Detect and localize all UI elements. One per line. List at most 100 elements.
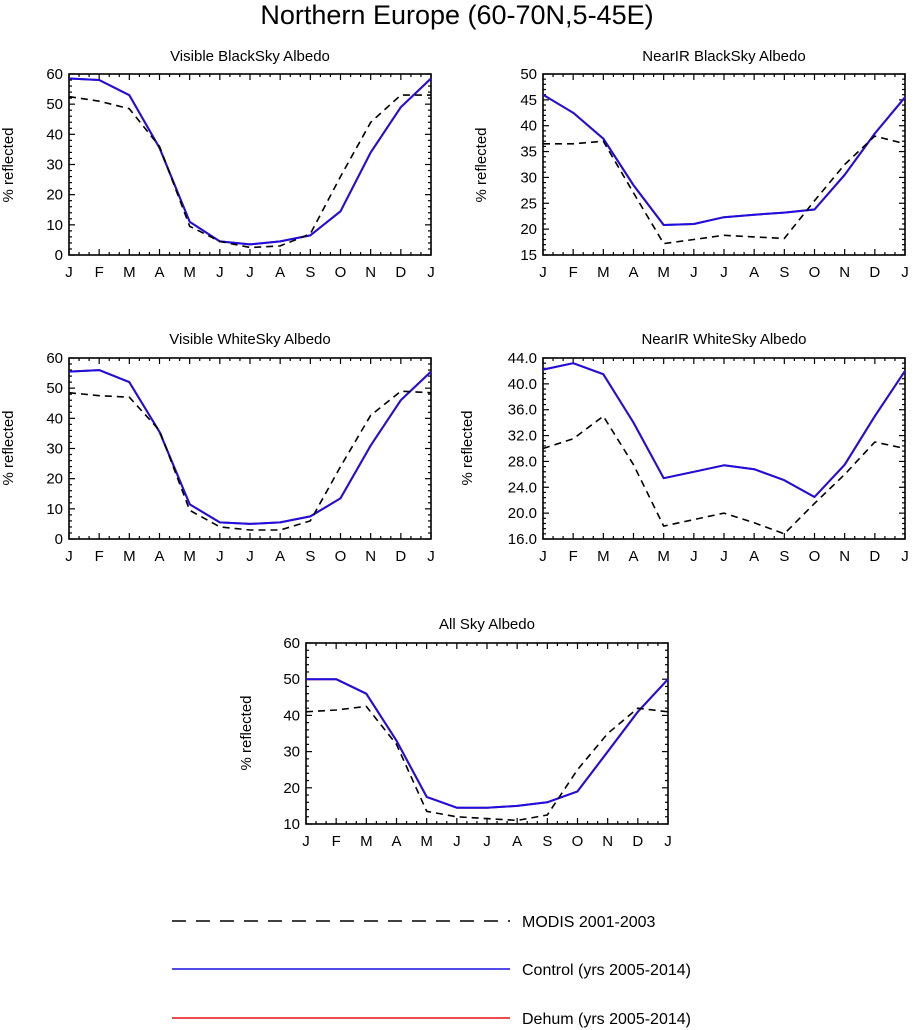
x-tick-label: A — [154, 264, 164, 281]
x-tick-label: J — [302, 833, 310, 850]
x-tick-label: J — [483, 833, 491, 850]
y-tick-label: 20 — [283, 780, 300, 797]
y-axis-label: % reflected — [238, 695, 255, 770]
x-tick-label: O — [335, 264, 347, 281]
x-tick-label: A — [275, 548, 285, 565]
x-tick-label: A — [391, 833, 401, 850]
x-tick-label: N — [365, 264, 376, 281]
x-tick-label: A — [628, 264, 638, 281]
x-tick-label: N — [365, 548, 376, 565]
y-tick-label: 0 — [55, 247, 63, 264]
y-tick-label: 40 — [46, 126, 63, 143]
y-tick-label: 50 — [46, 380, 63, 397]
x-tick-label: J — [539, 548, 547, 565]
series-line-control — [542, 93, 906, 226]
x-tick-label: J — [690, 548, 698, 565]
series-line-control — [306, 678, 669, 809]
y-tick-label: 40 — [283, 707, 300, 724]
y-tick-label: 60 — [46, 350, 63, 367]
x-tick-label: O — [335, 548, 347, 565]
y-axis-label: % reflected — [459, 410, 476, 485]
y-tick-label: 25 — [520, 195, 537, 212]
series-line-dehum — [68, 77, 432, 246]
plot-frame — [542, 357, 906, 540]
x-tick-label: J — [664, 833, 672, 850]
y-tick-label: 60 — [46, 66, 63, 83]
x-tick-label: J — [65, 264, 73, 281]
x-tick-label: F — [95, 264, 104, 281]
x-tick-label: O — [572, 833, 584, 850]
y-tick-label: 45 — [520, 92, 537, 109]
x-tick-label: J — [901, 548, 909, 565]
x-tick-label: J — [901, 264, 909, 281]
x-tick-label: N — [602, 833, 613, 850]
x-tick-label: A — [512, 833, 522, 850]
panel-all-sky: All Sky Albedo % reflected J F M A M J J A S O N D J… — [238, 616, 672, 850]
x-tick-label: M — [360, 833, 373, 850]
x-tick-label: F — [95, 548, 104, 565]
y-tick-label: 50 — [520, 66, 537, 83]
series-line-control — [68, 77, 432, 246]
x-tick-label: J — [427, 264, 435, 281]
series-line-control — [68, 369, 432, 525]
y-tick-label: 20.0 — [508, 505, 537, 522]
x-tick-label: M — [420, 833, 433, 850]
y-tick-label: 50 — [46, 96, 63, 113]
plot-frame — [305, 642, 669, 825]
plot-frame — [68, 73, 432, 256]
y-tick-label: 36.0 — [508, 402, 537, 419]
x-tick-label: S — [779, 264, 789, 281]
legend-item-dehum: Dehum (yrs 2005-2014) — [172, 1011, 691, 1028]
y-tick-label: 40 — [520, 118, 537, 135]
x-tick-label: J — [453, 833, 461, 850]
panel-title: NearIR WhiteSky Albedo — [641, 331, 806, 348]
series-line-modis — [542, 415, 906, 535]
y-tick-label: 50 — [283, 671, 300, 688]
series-line-modis — [543, 135, 906, 245]
y-tick-label: 20 — [520, 221, 537, 238]
panel-title: NearIR BlackSky Albedo — [642, 48, 805, 65]
y-tick-label: 30 — [520, 169, 537, 186]
y-tick-label: 40 — [46, 410, 63, 427]
y-axis-label: % reflected — [0, 127, 17, 202]
y-tick-label: 0 — [55, 531, 63, 548]
x-tick-label: M — [657, 264, 670, 281]
x-tick-label: M — [657, 548, 670, 565]
y-tick-label: 40.0 — [508, 376, 537, 393]
x-tick-label: O — [809, 264, 821, 281]
legend-label-modis: MODIS 2001-2003 — [522, 914, 656, 931]
panel-nearir-whitesky: NearIR WhiteSky Albedo % reflected J F M A M… — [459, 331, 909, 565]
y-tick-label: 32.0 — [508, 428, 537, 445]
x-tick-label: A — [154, 548, 164, 565]
x-tick-label: M — [183, 548, 196, 565]
x-tick-label: M — [183, 264, 196, 281]
legend-item-modis: MODIS 2001-2003 — [172, 914, 656, 931]
panel-nearir-blacksky: NearIR BlackSky Albedo % reflected J F M A M… — [473, 48, 909, 281]
x-tick-label: S — [542, 833, 552, 850]
panel-title: Visible WhiteSky Albedo — [169, 331, 330, 348]
series-line-modis — [68, 390, 432, 531]
legend: MODIS 2001-2003 Control (yrs 2005-2014) … — [172, 914, 691, 1028]
x-tick-label: J — [720, 548, 728, 565]
y-axis-label: % reflected — [0, 410, 17, 485]
x-tick-label: S — [305, 264, 315, 281]
y-tick-label: 15 — [520, 247, 537, 264]
plot-frame — [68, 357, 432, 540]
y-tick-label: 24.0 — [508, 479, 537, 496]
series-line-control — [542, 362, 906, 498]
y-axis-label: % reflected — [473, 127, 490, 202]
panel-visible-whitesky: Visible WhiteSky Albedo % reflected J F M A… — [0, 331, 435, 565]
x-tick-label: F — [569, 548, 578, 565]
x-tick-label: D — [869, 264, 880, 281]
x-tick-label: M — [597, 264, 610, 281]
y-tick-label: 35 — [520, 144, 537, 161]
x-tick-label: M — [123, 548, 136, 565]
x-tick-label: J — [216, 264, 224, 281]
x-tick-label: D — [632, 833, 643, 850]
x-tick-label: S — [305, 548, 315, 565]
panel-visible-blacksky: Visible BlackSky Albedo % reflected J F M A… — [0, 48, 435, 281]
